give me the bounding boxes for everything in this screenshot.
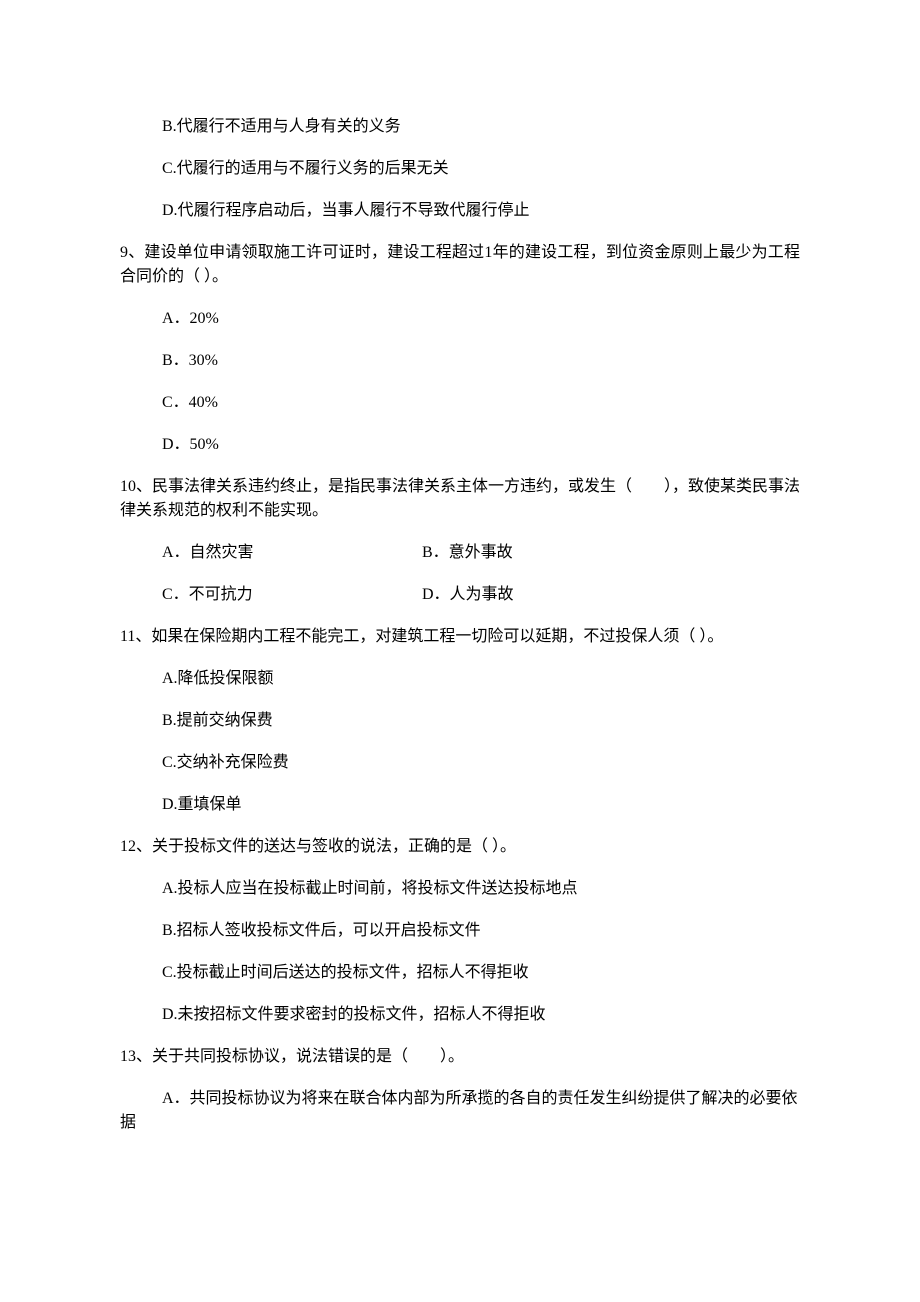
q9-option-c: C．40% [162,391,800,415]
page-container: B.代履行不适用与人身有关的义务 C.代履行的适用与不履行义务的后果无关 D.代… [0,0,920,1302]
q10-option-d: D．人为事故 [422,583,800,607]
q11-option-d: D.重填保单 [162,793,800,817]
q9-option-a: A．20% [162,307,800,331]
q10-option-c: C．不可抗力 [162,583,422,607]
question-13: 13、关于共同投标协议，说法错误的是（ ）。 [120,1045,800,1069]
q12-option-c: C.投标截止时间后送达的投标文件，招标人不得拒收 [162,961,800,985]
prev-question-option-d: D.代履行程序启动后，当事人履行不导致代履行停止 [162,199,800,223]
q10-option-b: B．意外事故 [422,541,800,565]
q9-option-d: D．50% [162,433,800,457]
q13-option-a-text: A．共同投标协议为将来在联合体内部为所承揽的各自的责任发生纠纷提供了解决的必要依… [120,1090,798,1131]
q10-option-row-2: C．不可抗力 D．人为事故 [162,583,800,607]
prev-question-option-b: B.代履行不适用与人身有关的义务 [162,115,800,139]
q11-option-c: C.交纳补充保险费 [162,751,800,775]
q12-option-b: B.招标人签收投标文件后，可以开启投标文件 [162,919,800,943]
q13-option-a: A．共同投标协议为将来在联合体内部为所承揽的各自的责任发生纠纷提供了解决的必要依… [120,1087,800,1135]
q12-option-a: A.投标人应当在投标截止时间前，将投标文件送达投标地点 [162,877,800,901]
q9-option-b: B．30% [162,349,800,373]
prev-question-option-c: C.代履行的适用与不履行义务的后果无关 [162,157,800,181]
question-9: 9、建设单位申请领取施工许可证时，建设工程超过1年的建设工程，到位资金原则上最少… [120,241,800,289]
question-11: 11、如果在保险期内工程不能完工，对建筑工程一切险可以延期，不过投保人须（ ）。 [120,625,800,649]
question-12: 12、关于投标文件的送达与签收的说法，正确的是（ ）。 [120,835,800,859]
question-10: 10、民事法律关系违约终止，是指民事法律关系主体一方违约，或发生（ ），致使某类… [120,475,800,523]
q10-option-row-1: A．自然灾害 B．意外事故 [162,541,800,565]
q10-option-a: A．自然灾害 [162,541,422,565]
q12-option-d: D.未按招标文件要求密封的投标文件，招标人不得拒收 [162,1003,800,1027]
q11-option-a: A.降低投保限额 [162,667,800,691]
q11-option-b: B.提前交纳保费 [162,709,800,733]
